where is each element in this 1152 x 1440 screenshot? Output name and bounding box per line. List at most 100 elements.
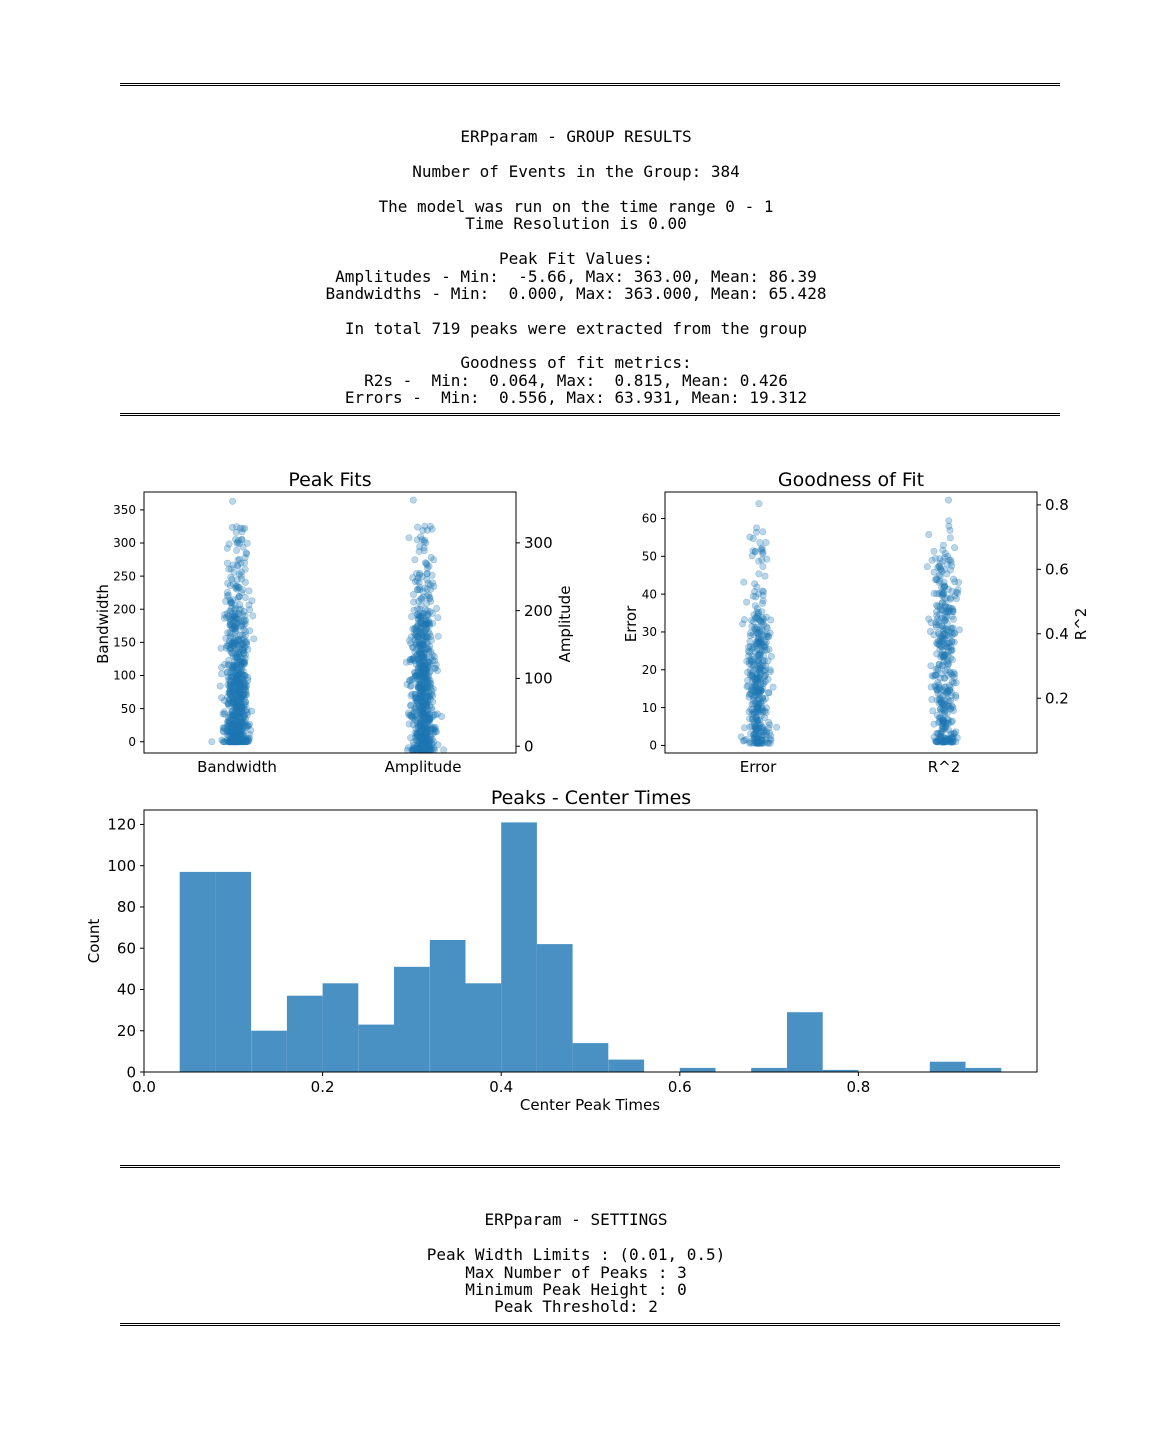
scatter-point-bandwidth xyxy=(226,633,234,641)
scatter-point-bandwidth xyxy=(233,672,241,680)
scatter-point-bandwidth xyxy=(233,585,241,593)
scatter-point-bandwidth xyxy=(227,698,235,706)
scatter-point-bandwidth xyxy=(241,565,249,573)
scatter-point-bandwidth xyxy=(225,612,233,620)
scatter-point-bandwidth xyxy=(241,679,249,687)
scatter-point-error xyxy=(759,562,767,570)
scatter-point-bandwidth xyxy=(237,660,245,668)
scatter-point-bandwidth xyxy=(233,698,241,706)
scatter-point-bandwidth xyxy=(239,667,247,675)
scatter-point-bandwidth xyxy=(239,731,247,739)
scatter-point-bandwidth xyxy=(235,678,243,686)
scatter-point-bandwidth xyxy=(229,711,237,719)
scatter-point-bandwidth xyxy=(230,732,238,740)
scatter-point-bandwidth xyxy=(234,732,242,740)
scatter-point-bandwidth xyxy=(228,649,236,657)
scatter-point-bandwidth xyxy=(225,713,233,721)
scatter-point-bandwidth xyxy=(236,699,244,707)
scatter-point-amplitude xyxy=(434,632,442,640)
scatter-point-bandwidth xyxy=(240,646,248,654)
scatter-point-bandwidth xyxy=(235,691,243,699)
scatter-point-bandwidth xyxy=(238,535,246,543)
scatter-point-bandwidth xyxy=(233,703,241,711)
scatter-point-bandwidth xyxy=(236,681,244,689)
scatter-point-bandwidth xyxy=(239,720,247,728)
scatter-point-bandwidth xyxy=(230,727,238,735)
scatter-point-bandwidth xyxy=(224,716,232,724)
scatter-point-bandwidth xyxy=(220,708,228,716)
total-peaks-line: In total 719 peaks were extracted from t… xyxy=(344,318,808,338)
scatter-point-bandwidth xyxy=(240,734,248,742)
scatter-point-bandwidth xyxy=(235,738,243,746)
scatter-point-bandwidth xyxy=(220,738,228,746)
scatter-point-bandwidth xyxy=(236,695,244,703)
scatter-point-bandwidth xyxy=(240,625,248,633)
scatter-point-bandwidth xyxy=(225,728,233,736)
scatter-point-bandwidth xyxy=(236,725,244,733)
hist-bar xyxy=(394,966,430,1072)
scatter-point-bandwidth xyxy=(229,580,237,588)
scatter-point-bandwidth xyxy=(223,736,231,744)
scatter-point-bandwidth xyxy=(228,734,236,742)
scatter-point-bandwidth xyxy=(230,731,238,739)
scatter-point-bandwidth xyxy=(242,683,250,691)
scatter-point-bandwidth xyxy=(228,707,236,715)
scatter-point-bandwidth xyxy=(241,620,249,628)
scatter-point-bandwidth xyxy=(233,737,241,745)
scatter-point-bandwidth xyxy=(234,691,242,699)
scatter-point-bandwidth xyxy=(236,685,244,693)
scatter-point-bandwidth xyxy=(225,637,233,645)
scatter-point-error xyxy=(740,616,748,624)
scatter-point-bandwidth xyxy=(225,688,233,696)
scatter-point-bandwidth xyxy=(234,670,242,678)
r2s-line: R2s - Min: 0.064, Max: 0.815, Mean: 0.42… xyxy=(364,370,788,390)
scatter-point-bandwidth xyxy=(225,661,233,669)
scatter-point-bandwidth xyxy=(230,732,238,740)
scatter-point-bandwidth xyxy=(243,734,251,742)
scatter-point-r2 xyxy=(941,594,949,602)
scatter-point-bandwidth xyxy=(231,712,239,720)
scatter-point-bandwidth xyxy=(232,721,240,729)
scatter-point-bandwidth xyxy=(238,536,246,544)
scatter-point-bandwidth xyxy=(233,713,241,721)
scatter-point-bandwidth xyxy=(234,738,242,746)
scatter-point-error xyxy=(760,621,768,629)
scatter-point-bandwidth xyxy=(226,582,234,590)
scatter-point-bandwidth xyxy=(233,713,241,721)
scatter-point-bandwidth xyxy=(223,610,231,618)
scatter-point-bandwidth xyxy=(229,694,237,702)
scatter-point-bandwidth xyxy=(232,738,240,746)
scatter-point-amplitude xyxy=(431,723,439,731)
scatter-point-bandwidth xyxy=(242,628,250,636)
scatter-point-bandwidth xyxy=(239,733,247,741)
scatter-point-bandwidth xyxy=(228,624,236,632)
scatter-point-bandwidth xyxy=(230,734,238,742)
scatter-point-amplitude xyxy=(418,595,426,603)
scatter-point-bandwidth xyxy=(231,730,239,738)
scatter-point-bandwidth xyxy=(235,710,243,718)
scatter-point-bandwidth xyxy=(237,660,245,668)
scatter-point-bandwidth xyxy=(241,559,249,567)
scatter-point-bandwidth xyxy=(235,720,243,728)
scatter-point-amplitude xyxy=(424,633,432,641)
scatter-point-bandwidth xyxy=(227,598,235,606)
gof-title: Goodness of Fit xyxy=(778,469,924,491)
scatter-point-bandwidth xyxy=(235,616,243,624)
scatter-point-amplitude xyxy=(410,598,418,606)
scatter-point-bandwidth xyxy=(235,536,243,544)
scatter-point-error xyxy=(749,696,757,704)
scatter-point-amplitude xyxy=(423,715,431,723)
scatter-point-amplitude xyxy=(424,610,432,618)
scatter-point-bandwidth xyxy=(229,738,237,746)
scatter-point-bandwidth xyxy=(230,674,238,682)
scatter-point-bandwidth xyxy=(234,610,242,618)
scatter-point-bandwidth xyxy=(229,724,237,732)
scatter-point-amplitude xyxy=(409,574,417,582)
scatter-point-error xyxy=(761,572,769,580)
scatter-point-amplitude xyxy=(425,648,433,656)
scatter-point-bandwidth xyxy=(229,664,237,672)
scatter-point-bandwidth xyxy=(240,700,248,708)
scatter-point-bandwidth xyxy=(245,601,253,609)
scatter-point-bandwidth xyxy=(231,724,239,732)
scatter-point-bandwidth xyxy=(228,613,236,621)
